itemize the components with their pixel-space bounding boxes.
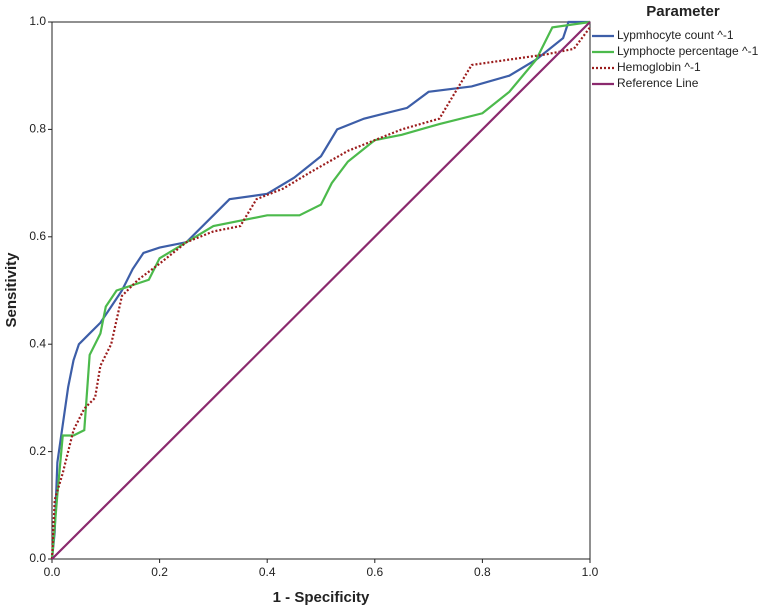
y-tick-label: 0.6 [29,229,46,243]
x-tick-label: 0.4 [259,565,276,579]
roc-line [50,26,591,560]
legend-label: Lymphocte percentage ^-1 [617,44,759,58]
roc-line [51,21,591,560]
x-tick-label: 1.0 [582,565,599,579]
legend-label: Hemoglobin ^-1 [617,60,701,74]
y-tick-label: 1.0 [29,14,46,28]
legend-label: Reference Line [617,76,699,90]
y-tick-label: 0.8 [29,122,46,136]
x-axis-label: 1 - Specificity [273,589,370,606]
y-tick-label: 0.0 [29,551,46,565]
y-tick-label: 0.2 [29,444,46,458]
y-tick-label: 0.4 [29,336,46,350]
x-tick-label: 0.8 [474,565,491,579]
legend-label: Lypmhocyte count ^-1 [617,28,734,42]
x-tick-label: 0.2 [151,565,168,579]
roc-line [50,20,590,560]
roc-line [50,20,591,560]
x-tick-label: 0.6 [366,565,383,579]
x-tick-label: 0.0 [44,565,61,579]
y-axis-label: Sensitivity [3,252,20,328]
legend-title: Parameter [646,3,720,20]
